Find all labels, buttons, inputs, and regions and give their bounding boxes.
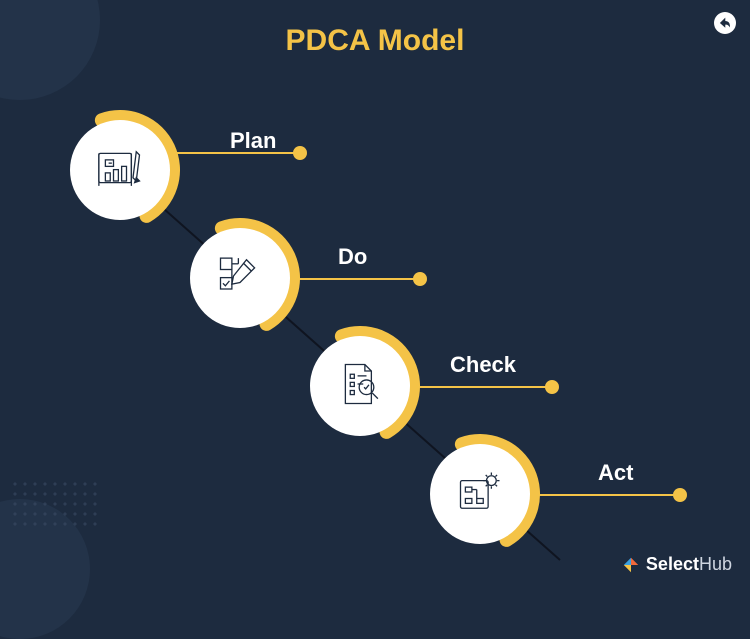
decor-blob-top-left	[0, 0, 100, 100]
connector-dot-icon	[545, 380, 559, 394]
step-bubble	[430, 444, 530, 544]
step-connector	[530, 494, 680, 496]
share-icon	[714, 12, 736, 34]
blueprint-icon	[94, 142, 146, 199]
step-bubble	[190, 228, 290, 328]
step-connector	[410, 386, 552, 388]
decor-dot-grid	[10, 479, 100, 529]
connector-dot-icon	[673, 488, 687, 502]
step-bubble	[70, 120, 170, 220]
step-label-check: Check	[450, 352, 516, 378]
step-label-do: Do	[338, 244, 367, 270]
brand-text-bold: Select	[646, 554, 699, 574]
step-label-plan: Plan	[230, 128, 276, 154]
brand-text-light: Hub	[699, 554, 732, 574]
doc-magnify-icon	[334, 358, 386, 415]
brand-mark-icon	[622, 556, 640, 574]
diagonal-guide-line	[0, 0, 750, 589]
gear-plan-icon	[454, 466, 506, 523]
step-connector	[290, 278, 420, 280]
connector-dot-icon	[293, 146, 307, 160]
brand-logo: SelectHub	[622, 554, 732, 575]
connector-dot-icon	[413, 272, 427, 286]
step-label-act: Act	[598, 460, 633, 486]
checklist-pencil-icon	[214, 250, 266, 307]
diagram-title: PDCA Model	[0, 0, 750, 58]
step-bubble	[310, 336, 410, 436]
